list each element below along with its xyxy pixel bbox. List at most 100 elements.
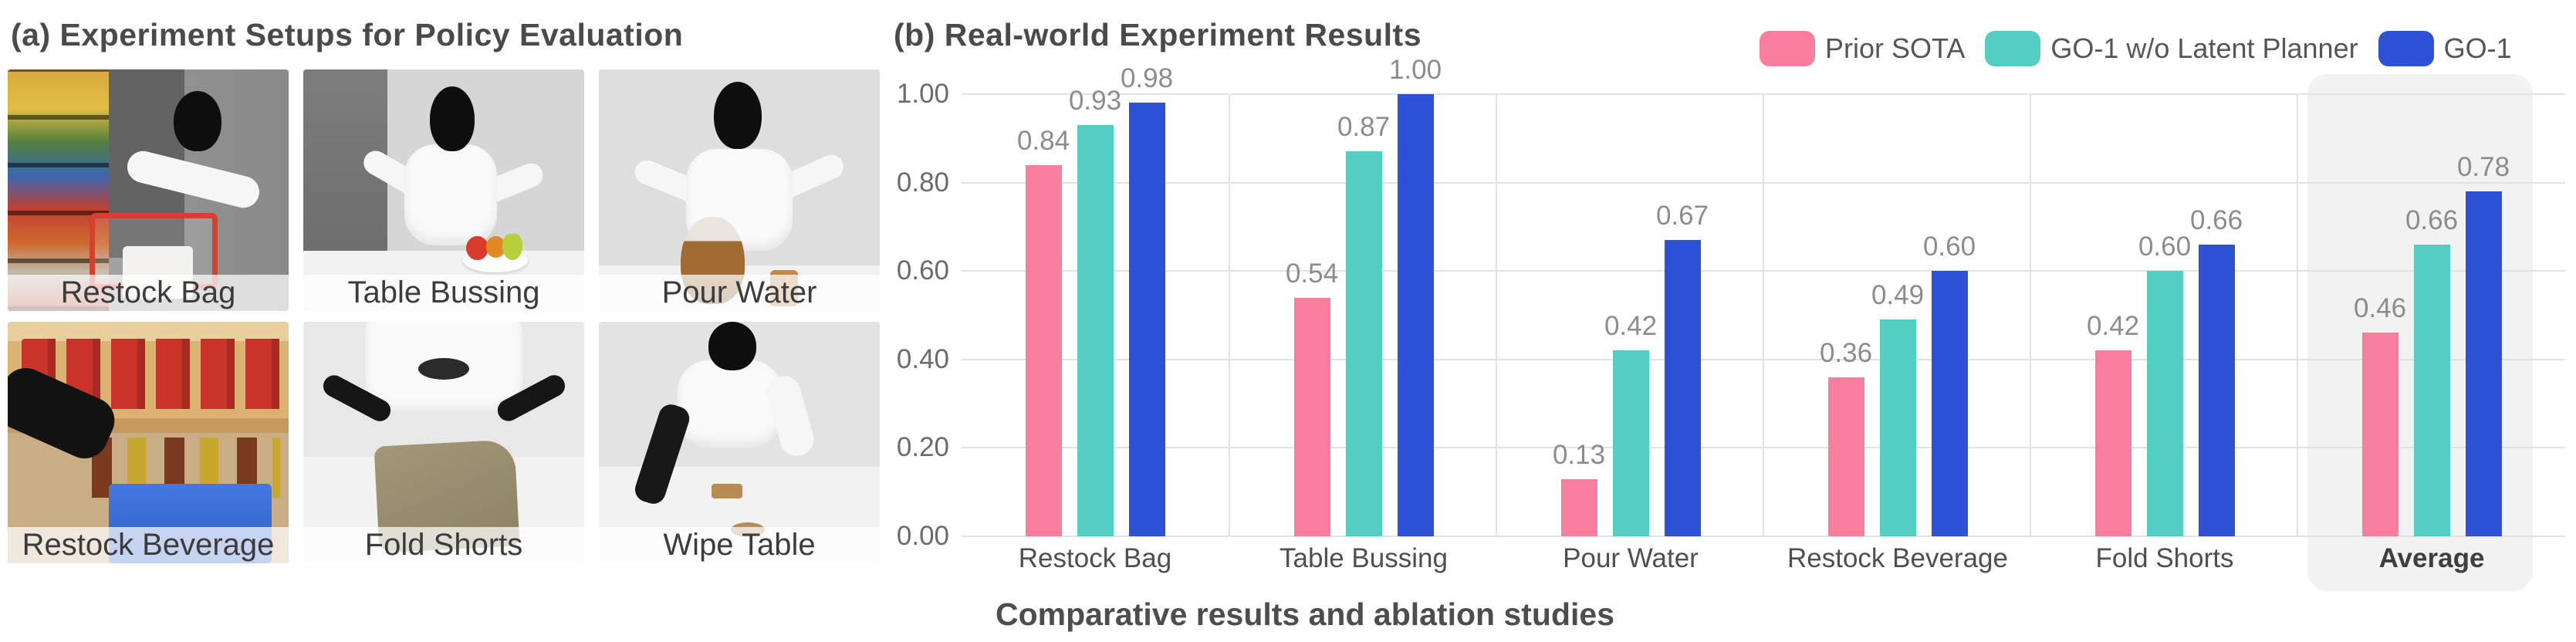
chart-facet-pour-water: 0.13 0.42 0.67 Pour Water (1496, 93, 1764, 573)
bar-go-1-fold-shorts (2198, 245, 2235, 536)
experiment-photo-fold-shorts: Fold Shorts (303, 322, 584, 563)
value-label: 0.66 (2405, 205, 2459, 235)
bar-prior-sota-table-bussing (1293, 298, 1330, 536)
sponge (711, 483, 742, 498)
category-label-restock-bag: Restock Bag (1018, 543, 1172, 573)
category-label-pour-water: Pour Water (1563, 543, 1699, 573)
value-label: 0.36 (1819, 338, 1873, 368)
value-label: 0.84 (1016, 126, 1070, 156)
legend-label: GO-1 (2443, 32, 2512, 64)
legend-label: GO-1 w/o Latent Planner (2050, 32, 2358, 64)
bar-go-1-w-o-latent-planner-average (2413, 245, 2450, 536)
gridline (1497, 536, 1764, 537)
gridline (962, 536, 1229, 537)
bar-go-1-w-o-latent-planner-fold-shorts (2146, 271, 2183, 536)
value-label: 0.87 (1337, 112, 1391, 142)
bar-prior-sota-restock-bag (1025, 165, 1062, 536)
photo-caption: Wipe Table (599, 527, 880, 563)
robot-head (173, 91, 221, 152)
value-label: 0.54 (1285, 258, 1339, 289)
robot-head (429, 86, 475, 152)
experiment-photo-wipe-table: Wipe Table (599, 322, 880, 563)
legend-item-prior-sota: Prior SOTA (1760, 31, 1965, 66)
category-label-table-bussing: Table Bussing (1280, 543, 1448, 573)
gridline (2031, 181, 2298, 184)
experiment-photo-restock-beverage: Restock Beverage (8, 322, 289, 563)
gridline (1764, 181, 2031, 184)
bar-go-1-table-bussing (1397, 94, 1434, 536)
photo-caption: Fold Shorts (303, 527, 584, 563)
fruit (466, 235, 489, 261)
value-label: 0.42 (2086, 311, 2140, 341)
photo-caption: Pour Water (599, 275, 880, 311)
chart-facet-average: 0.46 0.66 0.78 Average (2297, 74, 2565, 591)
value-label: 0.60 (2138, 231, 2192, 262)
photo-illustration (599, 69, 880, 311)
value-label: 0.66 (2189, 205, 2243, 235)
photo-caption: Restock Bag (8, 275, 289, 311)
photo-caption: Restock Beverage (8, 527, 289, 563)
gridline (1497, 270, 1764, 272)
photo-caption: Table Bussing (303, 275, 584, 311)
bar-go-1-w-o-latent-planner-table-bussing (1345, 151, 1382, 536)
figure-caption: Comparative results and ablation studies (996, 596, 1614, 632)
bar-go-1-restock-beverage (1931, 271, 1968, 536)
value-label: 0.13 (1552, 440, 1606, 470)
chart-facet-fold-shorts: 0.42 0.60 0.66 Fold Shorts (2030, 93, 2298, 573)
bar-go-1-w-o-latent-planner-restock-beverage (1879, 319, 1916, 536)
robot-chest-panel (418, 357, 469, 380)
robot-head (714, 81, 762, 150)
panel-b-title: (b) Real-world Experiment Results (894, 17, 1422, 52)
gridline (2031, 93, 2298, 95)
gridline (1764, 270, 2031, 272)
legend-swatch-prior-sota (1760, 31, 1815, 66)
y-tick-label: 1.00 (896, 79, 949, 109)
value-label: 0.67 (1655, 201, 1709, 231)
category-label-fold-shorts: Fold Shorts (2095, 543, 2234, 573)
legend-item-go-1-w-o-latent-planner: GO-1 w/o Latent Planner (1985, 31, 2358, 66)
gridline (1230, 93, 1497, 95)
gridline (2031, 536, 2298, 537)
y-tick-label: 0.20 (896, 432, 949, 463)
y-tick-label: 0.00 (896, 521, 949, 551)
fruit (485, 235, 506, 258)
legend-item-go-1: GO-1 (2378, 31, 2512, 66)
chart-facet-restock-beverage: 0.36 0.49 0.60 Restock Beverage (1763, 93, 2031, 573)
bar-prior-sota-fold-shorts (2094, 350, 2131, 536)
gridline (1497, 181, 1764, 184)
fruit (502, 233, 522, 261)
chart-plot: 0.84 0.93 0.98 Restock Bag 0.54 0.87 1.00 Table… (962, 55, 2565, 591)
photo-illustration (8, 69, 289, 311)
robot-torso (404, 144, 498, 246)
bar-go-1-w-o-latent-planner-restock-bag (1077, 125, 1114, 536)
value-label: 0.42 (1604, 311, 1658, 341)
bar-prior-sota-pour-water (1560, 479, 1597, 536)
y-tick-label: 0.60 (896, 255, 949, 286)
experiment-photo-restock-bag: Restock Bag (8, 69, 289, 311)
chart-legend: Prior SOTA GO-1 w/o Latent Planner GO-1 (1760, 31, 2512, 66)
gridline (1764, 536, 2031, 537)
value-label: 0.93 (1068, 86, 1122, 116)
gridline (2298, 93, 2565, 95)
y-tick-label: 0.80 (896, 167, 949, 198)
experiment-photo-pour-water: Pour Water (599, 69, 880, 311)
value-label: 0.78 (2456, 152, 2510, 182)
gridline (1764, 93, 2031, 95)
legend-label: Prior SOTA (1825, 32, 1966, 64)
robot-torso (677, 360, 782, 448)
value-label: 0.46 (2353, 293, 2407, 323)
legend-swatch-go-1 (2378, 31, 2434, 66)
bar-go-1-average (2465, 191, 2502, 536)
panel-a-title: (a) Experiment Setups for Policy Evaluat… (11, 17, 684, 52)
gridline (2298, 181, 2565, 184)
category-label-average: Average (2378, 543, 2485, 573)
legend-swatch-go-1-w-o-latent-planner (1985, 31, 2041, 66)
value-label: 0.60 (1922, 231, 1976, 262)
bar-go-1-restock-bag (1128, 103, 1165, 536)
gridline (1497, 93, 1764, 95)
bar-go-1-pour-water (1664, 240, 1701, 536)
bar-prior-sota-restock-beverage (1827, 377, 1864, 536)
robot-head (708, 322, 756, 370)
value-label: 0.49 (1871, 280, 1925, 310)
